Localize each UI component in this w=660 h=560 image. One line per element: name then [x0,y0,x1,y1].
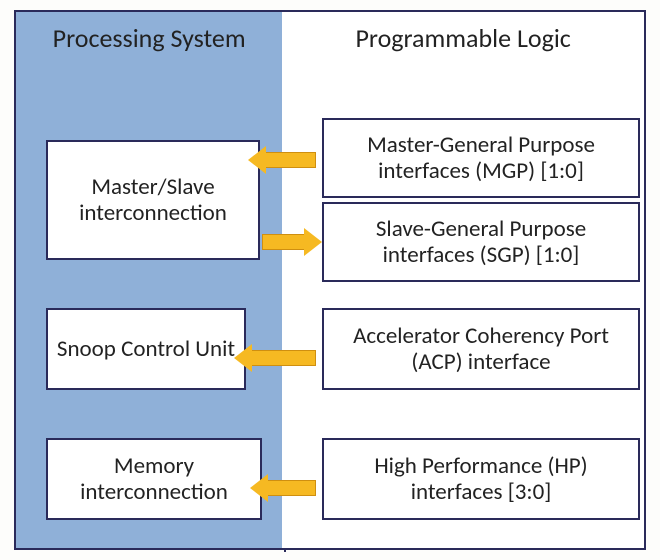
box-label: Master/Slave interconnection [56,174,250,227]
arrow-acp-to-snoop [234,344,316,372]
box-snoop: Snoop Control Unit [46,308,246,390]
arrow-hp-to-memory [250,474,316,502]
diagram-container: Processing System Programmable Logic Mas… [14,10,646,550]
box-master-slave: Master/Slave interconnection [46,140,260,260]
box-label: Memory interconnection [56,453,252,506]
box-memory: Memory interconnection [46,438,262,520]
box-label: Slave-General Purpose interfaces (SGP) [… [332,216,630,269]
box-mgp: Master-General Purpose interfaces (MGP) … [322,118,640,198]
box-label: Snoop Control Unit [57,336,235,362]
left-column-title: Processing System [16,22,282,54]
arrow-mgp-to-ms [248,146,316,174]
arrow-ms-to-sgp [262,228,322,256]
right-column-title: Programmable Logic [282,22,644,54]
box-sgp: Slave-General Purpose interfaces (SGP) [… [322,202,640,282]
box-label: High Performance (HP) interfaces [3:0] [332,453,630,506]
box-label: Master-General Purpose interfaces (MGP) … [332,132,630,185]
box-label: Accelerator Coherency Port (ACP) interfa… [332,323,630,376]
box-acp: Accelerator Coherency Port (ACP) interfa… [322,308,640,390]
box-hp: High Performance (HP) interfaces [3:0] [322,438,640,520]
